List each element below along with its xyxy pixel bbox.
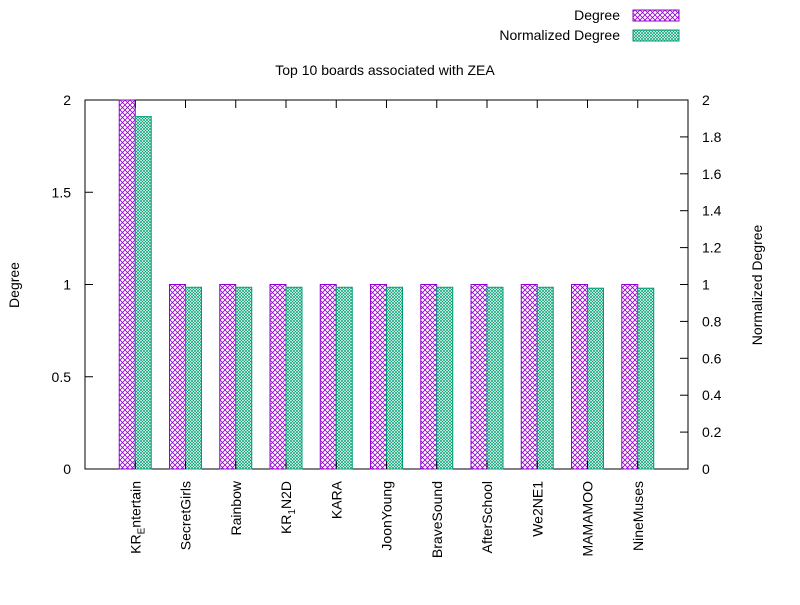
- x-tick-label-text: KR1N2D: [278, 481, 298, 534]
- legend-label: Normalized Degree: [499, 27, 620, 43]
- legend-swatch: [632, 9, 680, 22]
- x-tick-label-text: NineMuses: [630, 481, 646, 551]
- y-axis-right: 0 0.2 0.4 0.6 0.8 1 1.2 1.4 1.6 1.8 2: [680, 92, 722, 477]
- y-tick-label-left: 0.5: [52, 369, 72, 385]
- bar-normalized-degree-ninemuses: [637, 287, 655, 470]
- y-tick-label-right: 1.8: [702, 129, 722, 145]
- y-tick-label-right: 0.6: [702, 350, 722, 366]
- y-tick-label-right: 0.2: [702, 424, 722, 440]
- x-tick-label: NineMuses: [630, 481, 646, 551]
- y-tick-label-right: 1.6: [702, 166, 722, 182]
- x-tick-label-main: AfterSchool: [479, 481, 495, 553]
- y-axis-label-left: Degree: [6, 262, 22, 308]
- bar-degree-ninemuses: [621, 284, 639, 470]
- y-tick-label-right: 0: [702, 461, 710, 477]
- bar-degree-mamamoo: [571, 284, 588, 470]
- x-tick-label-main: NineMuses: [630, 481, 646, 551]
- legend-label: Degree: [574, 7, 620, 23]
- x-tick-label-main: KR: [127, 534, 143, 553]
- bar-degree-kr_1n2d: [269, 284, 287, 470]
- x-tick-label-main: SecretGirls: [178, 481, 194, 550]
- y-axis-label-right: Normalized Degree: [749, 224, 765, 345]
- bar-normalized-degree-mamamoo: [587, 287, 604, 470]
- x-tick-label: KREntertain: [127, 481, 147, 554]
- y-axis-left: 0 0.5 1 1.5 2: [52, 92, 93, 477]
- x-tick-label-main: BraveSound: [429, 481, 445, 558]
- x-tick-label-sub: 1: [287, 509, 298, 515]
- x-tick-label-main: MAMAMOO: [580, 481, 596, 557]
- legend-swatch: [632, 29, 680, 42]
- x-tick-label: We2NE1: [529, 481, 545, 537]
- x-tick-label-text: MAMAMOO: [580, 481, 596, 557]
- y-tick-label-left: 1: [63, 277, 71, 293]
- x-tick-label: SecretGirls: [178, 481, 194, 550]
- x-tick-label-main: KR: [278, 515, 294, 534]
- bar-normalized-degree-rainbow: [235, 286, 253, 470]
- y-tick-label-right: 0.4: [702, 387, 722, 403]
- x-tick-label-text: AfterSchool: [479, 481, 495, 553]
- y-tick-label-right: 1.2: [702, 240, 722, 256]
- bar-normalized-degree-kr_entertain: [134, 116, 152, 470]
- bar-normalized-degree-bravesound: [436, 286, 454, 470]
- x-tick-label-text: SecretGirls: [178, 481, 194, 550]
- x-tick-label: KR1N2D: [278, 481, 298, 534]
- x-tick-label-main: JoonYoung: [379, 481, 395, 551]
- bar-degree-bravesound: [420, 284, 438, 470]
- bar-normalized-degree-afterschool: [486, 286, 504, 470]
- x-tick-label-main: We2NE1: [529, 481, 545, 537]
- x-tick-label: MAMAMOO: [580, 481, 596, 557]
- bar-normalized-degree-we2ne1: [536, 286, 554, 470]
- bar-degree-kr_entertain: [118, 99, 136, 470]
- y-tick-label-right: 2: [702, 92, 710, 108]
- bar-degree-rainbow: [219, 284, 237, 470]
- legend: Degree Normalized Degree: [499, 7, 680, 43]
- chart-title: Top 10 boards associated with ZEA: [275, 62, 495, 78]
- bar-normalized-degree-kara: [335, 286, 353, 470]
- x-tick-label-rest: N2D: [278, 481, 294, 509]
- y-tick-label-right: 1: [702, 277, 710, 293]
- x-tick-label-sub: E: [136, 527, 147, 534]
- x-tick-label-rest: ntertain: [127, 481, 143, 528]
- x-tick-label-text: JoonYoung: [379, 481, 395, 551]
- x-tick-label-main: Rainbow: [228, 480, 244, 535]
- bar-normalized-degree-joonyoung: [386, 286, 403, 470]
- bar-degree-joonyoung: [370, 284, 387, 470]
- bar-normalized-degree-kr_1n2d: [285, 286, 303, 470]
- x-axis: KREntertain SecretGirls Rainbow KR1N2D KARA J…: [127, 100, 646, 558]
- bar-degree-afterschool: [470, 284, 488, 470]
- bars: [118, 99, 655, 470]
- y-tick-label-left: 1.5: [52, 184, 72, 200]
- bar-degree-kara: [319, 284, 337, 470]
- y-tick-label-left: 2: [63, 92, 71, 108]
- y-tick-label-right: 0.8: [702, 313, 722, 329]
- y-tick-label-left: 0: [63, 461, 71, 477]
- x-tick-label-text: Rainbow: [228, 480, 244, 535]
- bar-normalized-degree-secretgirls: [185, 286, 202, 470]
- x-tick-label: Rainbow: [228, 480, 244, 535]
- bar-degree-we2ne1: [520, 284, 538, 470]
- x-tick-label-text: KREntertain: [127, 481, 147, 554]
- y-tick-label-right: 1.4: [702, 203, 722, 219]
- x-tick-label: AfterSchool: [479, 481, 495, 553]
- x-tick-label-text: BraveSound: [429, 481, 445, 558]
- x-tick-label-text: KARA: [328, 480, 344, 519]
- bar-degree-secretgirls: [169, 284, 186, 470]
- x-tick-label-main: KARA: [328, 480, 344, 519]
- x-tick-label: BraveSound: [429, 481, 445, 558]
- x-tick-label-text: We2NE1: [529, 481, 545, 537]
- x-tick-label: KARA: [328, 480, 344, 519]
- x-tick-label: JoonYoung: [379, 481, 395, 551]
